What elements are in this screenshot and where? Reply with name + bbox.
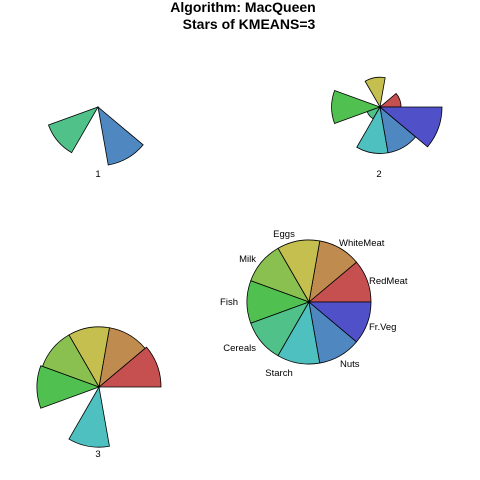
star-glyphs xyxy=(36,76,443,448)
star-label-1: 1 xyxy=(95,169,100,180)
key-segment-frveg xyxy=(307,301,372,343)
chart-subtitle: Stars of KMEANS=3 xyxy=(183,16,316,32)
star-2-segment-fish xyxy=(331,89,382,125)
star-3 xyxy=(36,326,162,448)
star-1-segment-cereals xyxy=(47,106,99,154)
key-label-fish: Fish xyxy=(220,297,238,308)
key-label-starch: Starch xyxy=(265,368,292,379)
key-label-nuts: Nuts xyxy=(340,359,360,370)
key-label-whitemeat: WhiteMeat xyxy=(339,238,385,249)
star-3-segment-redmeat xyxy=(97,346,162,388)
chart-title: Algorithm: MacQueen xyxy=(170,0,315,15)
key-star xyxy=(246,239,372,365)
star-2-segment-frveg xyxy=(378,106,443,148)
key-label-frveg: Fr.Veg xyxy=(369,322,396,333)
star-1-segment-nuts xyxy=(97,105,144,166)
star-2 xyxy=(331,76,443,154)
key-label-redmeat: RedMeat xyxy=(369,276,408,287)
star-3-segment-starch xyxy=(68,385,110,448)
star-1 xyxy=(47,105,144,166)
key-label-eggs: Eggs xyxy=(273,229,295,240)
star-label-3: 3 xyxy=(95,449,100,460)
star-2-segment-eggs xyxy=(364,76,386,109)
star-label-2: 2 xyxy=(376,169,381,180)
star-2-segment-redmeat xyxy=(378,92,402,108)
star-3-segment-fish xyxy=(36,365,101,409)
key-label-cereals: Cereals xyxy=(223,343,256,354)
key-label-milk: Milk xyxy=(239,254,256,265)
